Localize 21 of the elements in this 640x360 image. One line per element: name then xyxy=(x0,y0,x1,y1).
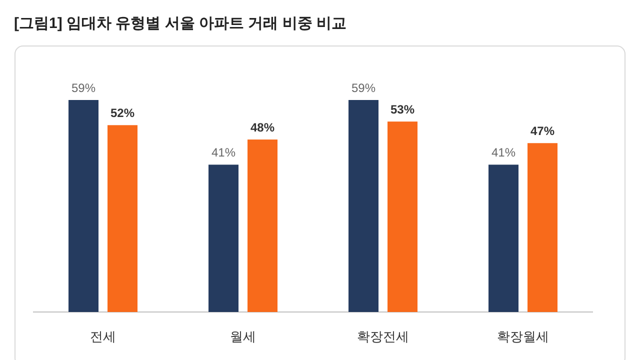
data-label: 53% xyxy=(390,102,415,117)
bar xyxy=(68,100,98,312)
chart-title: [그림1] 임대차 유형별 서울 아파트 거래 비중 비교 xyxy=(14,15,347,32)
bar xyxy=(528,143,558,312)
x-tick-label: 확장전세 xyxy=(357,329,409,344)
x-tick-label: 확장월세 xyxy=(497,329,549,344)
data-label: 41% xyxy=(211,146,236,160)
x-tick-label: 월세 xyxy=(230,329,256,344)
bar xyxy=(108,125,138,312)
bar xyxy=(348,100,378,312)
data-label: 47% xyxy=(530,124,555,138)
data-label: 59% xyxy=(351,81,376,95)
x-tick-label: 전세 xyxy=(90,329,116,344)
data-label: 59% xyxy=(71,81,96,95)
bar xyxy=(388,122,418,312)
data-label: 52% xyxy=(110,106,135,120)
data-label: 48% xyxy=(250,120,275,135)
bar xyxy=(488,164,518,312)
data-label: 41% xyxy=(491,146,516,160)
bar xyxy=(208,164,238,312)
bar xyxy=(248,140,278,312)
